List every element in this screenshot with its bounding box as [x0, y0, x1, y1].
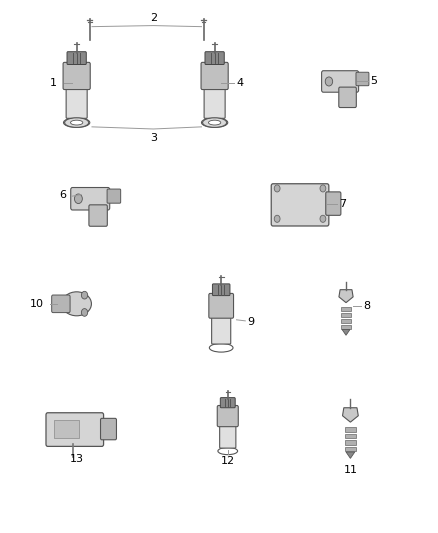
- Text: 12: 12: [221, 456, 235, 466]
- FancyBboxPatch shape: [217, 406, 238, 426]
- Circle shape: [325, 77, 333, 86]
- Bar: [341, 308, 351, 311]
- FancyBboxPatch shape: [100, 418, 117, 440]
- Bar: [345, 434, 356, 438]
- Circle shape: [274, 215, 280, 222]
- Text: 6: 6: [60, 190, 67, 200]
- Ellipse shape: [208, 120, 221, 125]
- Polygon shape: [342, 329, 350, 335]
- Text: 8: 8: [364, 302, 371, 311]
- FancyBboxPatch shape: [209, 293, 233, 318]
- FancyBboxPatch shape: [212, 316, 231, 344]
- Text: 4: 4: [237, 78, 244, 87]
- FancyBboxPatch shape: [46, 413, 103, 447]
- FancyBboxPatch shape: [271, 184, 329, 226]
- Text: 3: 3: [150, 133, 157, 143]
- FancyBboxPatch shape: [67, 52, 86, 64]
- FancyBboxPatch shape: [220, 398, 235, 408]
- FancyBboxPatch shape: [66, 87, 87, 118]
- FancyBboxPatch shape: [107, 189, 120, 203]
- Polygon shape: [343, 408, 358, 422]
- Bar: [54, 421, 79, 438]
- Bar: [345, 447, 356, 451]
- FancyBboxPatch shape: [326, 192, 341, 215]
- Circle shape: [81, 292, 88, 299]
- Text: 10: 10: [30, 299, 44, 309]
- Ellipse shape: [64, 118, 88, 127]
- FancyBboxPatch shape: [321, 71, 359, 92]
- Bar: [345, 440, 356, 445]
- Polygon shape: [339, 290, 353, 303]
- Text: 11: 11: [343, 465, 357, 475]
- Bar: [341, 319, 351, 323]
- FancyBboxPatch shape: [356, 72, 369, 86]
- FancyBboxPatch shape: [71, 188, 110, 210]
- Polygon shape: [346, 452, 355, 458]
- Text: 2: 2: [150, 13, 157, 23]
- Ellipse shape: [62, 292, 92, 316]
- FancyBboxPatch shape: [220, 424, 236, 448]
- Bar: [341, 325, 351, 328]
- FancyBboxPatch shape: [89, 205, 107, 226]
- Text: 1: 1: [50, 78, 57, 87]
- Circle shape: [274, 185, 280, 192]
- Text: 13: 13: [70, 454, 84, 464]
- FancyBboxPatch shape: [204, 87, 225, 118]
- FancyBboxPatch shape: [339, 87, 357, 108]
- Bar: [345, 427, 356, 432]
- Circle shape: [74, 194, 82, 204]
- FancyBboxPatch shape: [205, 52, 224, 64]
- Circle shape: [320, 215, 326, 222]
- FancyBboxPatch shape: [63, 62, 90, 90]
- Text: 5: 5: [370, 76, 377, 86]
- Bar: [341, 313, 351, 317]
- Ellipse shape: [202, 118, 227, 127]
- FancyBboxPatch shape: [201, 62, 228, 90]
- Text: 9: 9: [247, 317, 254, 327]
- Text: 7: 7: [339, 199, 346, 208]
- Circle shape: [320, 185, 326, 192]
- Ellipse shape: [71, 120, 83, 125]
- FancyBboxPatch shape: [212, 284, 230, 296]
- FancyBboxPatch shape: [52, 295, 70, 312]
- Circle shape: [81, 309, 88, 316]
